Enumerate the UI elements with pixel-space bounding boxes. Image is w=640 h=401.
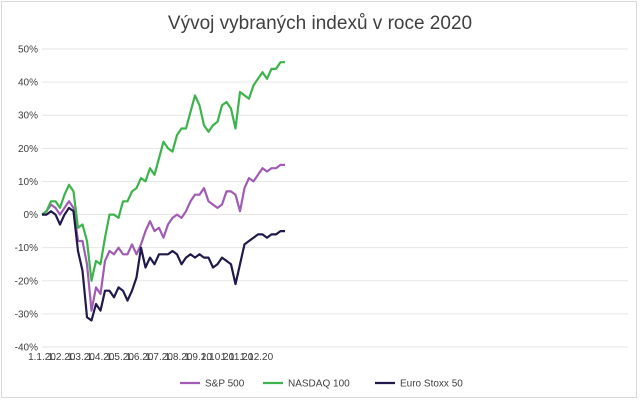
- x-tick-label: 1.9.20: [184, 352, 212, 363]
- y-tick-label: 20%: [18, 144, 38, 155]
- x-tick-label: 1.3.20: [67, 352, 95, 363]
- x-tick-label: 1.1.20: [28, 352, 56, 363]
- y-tick-label: 40%: [18, 78, 38, 89]
- y-tick-label: 10%: [18, 177, 38, 188]
- legend: S&P 500 NASDAQ 100 Euro Stoxx 50: [180, 379, 463, 390]
- x-tick-label: 1.6.20: [126, 352, 154, 363]
- gridlines: [42, 48, 628, 348]
- y-tick-label: -10%: [15, 243, 38, 254]
- x-tick-label: 1.7.20: [145, 352, 173, 363]
- chart-title: Vývoj vybraných indexů v roce 2020: [168, 13, 472, 34]
- y-tick-label: 30%: [18, 111, 38, 122]
- legend-label: Euro Stoxx 50: [400, 379, 463, 390]
- x-tick-label: 1.5.20: [106, 352, 134, 363]
- x-tick-label: 1.8.20: [165, 352, 193, 363]
- y-tick-label: -40%: [15, 343, 38, 354]
- x-tick-label: 1.11.20: [221, 352, 254, 363]
- x-axis: 1.1.201.2.201.3.201.4.201.5.201.6.201.7.…: [28, 352, 274, 363]
- series-line-nasdaq-100: [41, 61, 285, 282]
- y-tick-label: 0%: [24, 210, 39, 221]
- series-line-euro-stoxx-50: [42, 206, 285, 322]
- y-tick-label: -30%: [15, 309, 38, 320]
- series-line-s-p-500: [41, 163, 285, 312]
- x-tick-label: 1.12.20: [240, 352, 274, 363]
- y-tick-label: 50%: [18, 45, 38, 56]
- y-tick-label: -20%: [15, 276, 38, 287]
- legend-label: S&P 500: [205, 379, 245, 390]
- legend-label: NASDAQ 100: [288, 379, 350, 390]
- x-tick-label: 1.10.20: [201, 352, 235, 363]
- x-tick-label: 1.4.20: [87, 352, 115, 363]
- x-tick-label: 1.2.20: [48, 352, 76, 363]
- series-lines: [41, 61, 285, 322]
- y-axis: -40% -30% -20% -10% 0% 10% 20% 30% 40% 50%: [15, 45, 38, 354]
